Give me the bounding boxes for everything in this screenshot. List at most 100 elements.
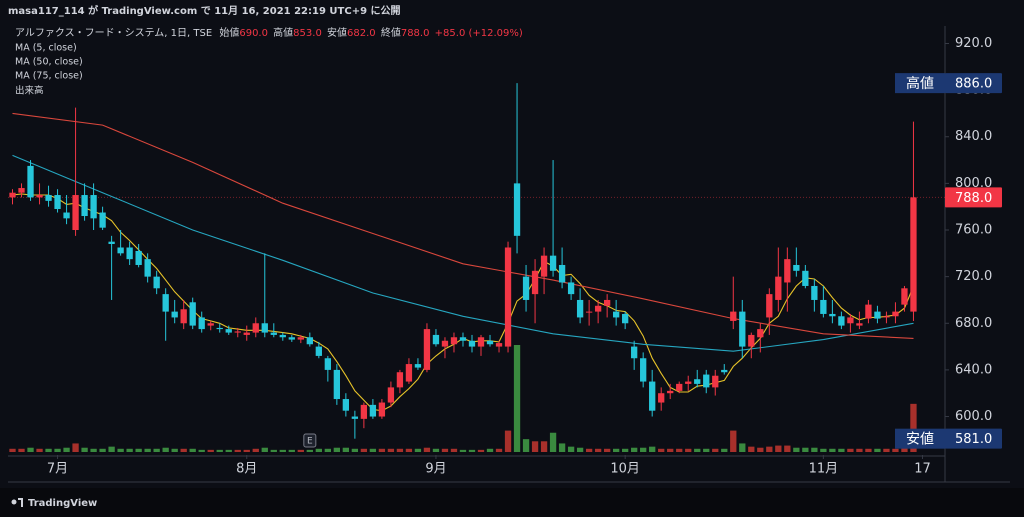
volume-bar [802, 447, 809, 452]
volume-bar [847, 448, 854, 452]
ohlc-value: 690.0 [239, 28, 268, 39]
candle-body [324, 358, 331, 370]
badge-name-bg [895, 428, 945, 449]
candle-body [757, 329, 764, 338]
volume-bar [522, 439, 530, 452]
volume-bar [171, 448, 178, 452]
volume-bar [712, 448, 719, 452]
candle-body [153, 276, 160, 289]
candle-body [667, 390, 674, 394]
volume-bar [856, 448, 863, 452]
volume-bar [405, 448, 413, 452]
candle-body [18, 188, 25, 193]
y-tick-label: 760.0 [955, 223, 992, 238]
candle-body [333, 369, 341, 400]
candle-body [117, 247, 124, 254]
candle-body [856, 323, 863, 326]
candle-body [865, 304, 872, 319]
x-tick-label: 17 [914, 462, 931, 477]
volume-bar [901, 447, 908, 452]
volume-bar [540, 441, 548, 452]
event-marker-box [303, 433, 317, 448]
candle-body [477, 337, 485, 347]
indicator-label: MA (50, close) [15, 57, 83, 68]
volume-bar [297, 449, 304, 452]
volume-bar [721, 448, 728, 452]
volume-bar [766, 446, 773, 452]
candle-body [144, 259, 151, 277]
volume-bar [396, 448, 404, 452]
candle-body [712, 375, 719, 388]
candle-body [775, 276, 782, 300]
volume-bar [90, 448, 97, 452]
volume-bar [784, 445, 791, 452]
volume-bar [658, 448, 665, 452]
volume-bar [81, 447, 88, 452]
volume-bar [63, 447, 70, 452]
candle-body [450, 337, 458, 345]
price-badge-label: 886.0 [955, 77, 992, 92]
candle-body [396, 372, 404, 388]
volume-bar [198, 449, 205, 452]
candle-body [703, 374, 710, 388]
candle-body [315, 346, 322, 356]
candle-body [81, 195, 88, 217]
y-tick-label: 640.0 [955, 362, 992, 377]
volume-bar [459, 449, 467, 452]
candle-body [342, 399, 350, 411]
volume-bar [117, 448, 124, 452]
candle-body [676, 383, 683, 391]
volume-bar [829, 448, 836, 452]
volume-bar [414, 448, 422, 452]
candle-body [721, 369, 728, 373]
volume-bar [703, 448, 710, 452]
volume-bar [216, 449, 223, 452]
volume-bar [252, 448, 259, 452]
volume-bar [477, 449, 485, 452]
volume-bar [631, 447, 638, 452]
candle-body [378, 402, 386, 417]
candle-body [108, 241, 115, 244]
volume-bar [234, 449, 241, 452]
y-tick-label: 600.0 [955, 409, 992, 424]
volume-bar [306, 449, 313, 452]
volume-bar [531, 441, 539, 452]
volume-bar [874, 448, 881, 452]
volume-bar [694, 448, 701, 452]
candle-body [658, 393, 665, 403]
candle-body [243, 332, 250, 335]
price-badge-label: 581.0 [955, 432, 992, 447]
volume-bar [369, 448, 377, 452]
x-tick-label: 10月 [610, 462, 640, 477]
candle-body [522, 276, 530, 300]
candle-body [45, 195, 52, 201]
volume-bar [72, 443, 79, 452]
volume-bar [585, 448, 593, 452]
candle-body [486, 340, 494, 345]
candle-body [279, 334, 286, 338]
volume-bar [549, 432, 557, 452]
candle-body [225, 329, 232, 333]
candle-body [838, 316, 845, 326]
volume-bar [513, 345, 521, 452]
volume-bar [9, 448, 16, 452]
volume-bar [243, 449, 250, 452]
ohlc-value: 788.0 [401, 28, 430, 39]
change: +85.0 (+12.09%) [435, 28, 523, 39]
candle-body [405, 364, 413, 382]
volume-bar [649, 446, 656, 452]
volume-bar [126, 448, 133, 452]
x-tick-label: 8月 [236, 462, 257, 477]
candle-body [802, 270, 809, 286]
y-tick-label: 800.0 [955, 176, 992, 191]
volume-bar [270, 449, 277, 452]
volume-bar [820, 448, 827, 452]
volume-bar [162, 447, 169, 452]
volume-bar [892, 448, 899, 452]
volume-bar [153, 448, 160, 452]
volume-bar [45, 448, 52, 452]
indicator-label: MA (5, close) [15, 43, 77, 54]
candle-body [135, 250, 142, 265]
header: masa117_114 が TradingView.com で 11月 16, … [8, 4, 401, 17]
volume-bar [640, 447, 647, 452]
